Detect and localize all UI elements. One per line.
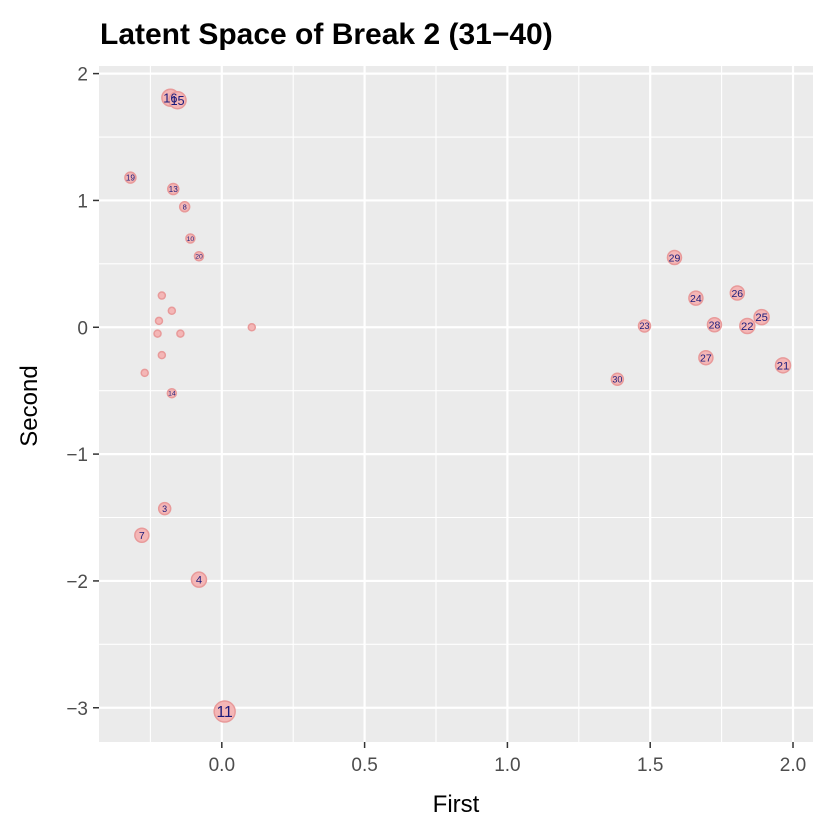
data-point-label: 28 bbox=[709, 320, 721, 332]
minor-gridlines bbox=[99, 66, 813, 742]
data-point bbox=[688, 290, 704, 306]
x-tick-label: 2.0 bbox=[780, 755, 806, 776]
data-point-label: 4 bbox=[196, 575, 202, 587]
data-point bbox=[140, 368, 149, 378]
data-point-label: 19 bbox=[126, 174, 136, 183]
data-point bbox=[247, 323, 257, 332]
y-tick-label: −2 bbox=[66, 572, 88, 593]
data-point bbox=[729, 285, 746, 301]
data-point-label: 8 bbox=[183, 202, 187, 211]
data-point bbox=[134, 527, 150, 544]
data-point-label: 3 bbox=[162, 504, 167, 514]
plot-panel bbox=[99, 66, 813, 742]
y-tick-label: −1 bbox=[66, 445, 88, 466]
x-tick-label: 1.5 bbox=[637, 755, 663, 776]
data-point bbox=[168, 90, 187, 110]
major-gridlines bbox=[99, 66, 813, 742]
data-point-label: 14 bbox=[168, 391, 176, 398]
x-tick-label: 1.0 bbox=[494, 755, 520, 776]
x-axis-title: First bbox=[433, 791, 480, 818]
data-point bbox=[167, 182, 180, 196]
data-point-label: 27 bbox=[700, 352, 712, 364]
data-point-label: 26 bbox=[731, 288, 743, 300]
data-point bbox=[124, 171, 137, 184]
y-axis-title: Second bbox=[16, 365, 43, 446]
data-point bbox=[666, 249, 683, 266]
data-point bbox=[610, 372, 625, 387]
data-point bbox=[753, 308, 770, 326]
data-point bbox=[153, 329, 162, 338]
data-point bbox=[166, 387, 178, 399]
data-point bbox=[157, 350, 167, 360]
data-point bbox=[178, 201, 191, 213]
data-point-label: 22 bbox=[741, 321, 754, 333]
y-tick-label: −3 bbox=[66, 699, 88, 720]
data-point-label: 25 bbox=[755, 312, 768, 324]
y-tick-label: 2 bbox=[77, 65, 88, 86]
data-point bbox=[154, 316, 164, 326]
data-point-label: 30 bbox=[612, 375, 622, 385]
data-point-label: 21 bbox=[777, 360, 790, 372]
data-point bbox=[193, 250, 205, 262]
chart-title: Latent Space of Break 2 (31−40) bbox=[100, 18, 553, 51]
data-point-label: 29 bbox=[669, 252, 681, 264]
data-point bbox=[774, 357, 792, 374]
data-point bbox=[698, 349, 714, 366]
data-point bbox=[185, 233, 196, 244]
data-point bbox=[213, 700, 236, 723]
data-point-label: 11 bbox=[216, 704, 232, 721]
data-point-label: 15 bbox=[170, 93, 184, 108]
data-point-label: 23 bbox=[639, 321, 649, 331]
data-point bbox=[190, 571, 208, 588]
y-tick-label: 1 bbox=[77, 191, 88, 212]
data-point bbox=[637, 319, 652, 333]
data-point-label: 7 bbox=[139, 530, 145, 542]
data-point-label: 10 bbox=[187, 236, 195, 243]
data-point-label: 20 bbox=[195, 254, 203, 261]
data-point-label: 16 bbox=[163, 90, 177, 105]
data-point-label: 13 bbox=[169, 185, 179, 194]
x-tick-label: 0.5 bbox=[351, 755, 377, 776]
data-point bbox=[167, 306, 177, 316]
data-point bbox=[739, 317, 756, 335]
data-point bbox=[176, 329, 185, 338]
data-point bbox=[157, 501, 172, 516]
x-tick-label: 0.0 bbox=[209, 755, 235, 776]
data-point bbox=[157, 291, 167, 300]
data-point-label: 24 bbox=[690, 293, 702, 305]
data-point bbox=[706, 316, 723, 333]
y-tick-label: 0 bbox=[77, 318, 88, 339]
